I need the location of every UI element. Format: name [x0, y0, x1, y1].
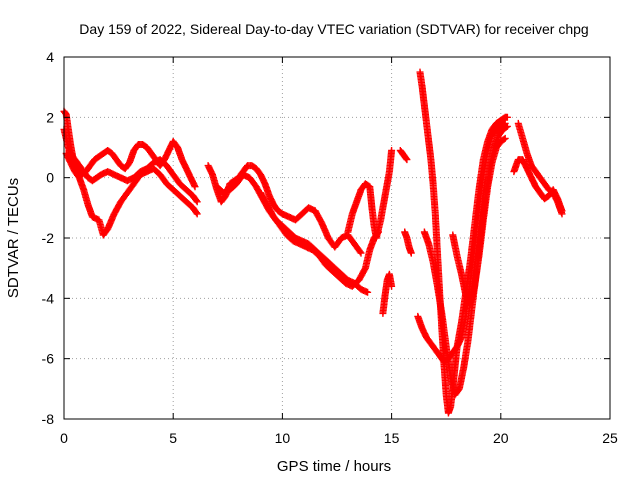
series-track-9	[396, 147, 411, 164]
series-track-10	[401, 228, 415, 257]
axis-ticks: 0 5 10 15 20 25 -8 -6 -4 -2 0 2 4	[42, 49, 618, 446]
data-point-marker	[192, 197, 200, 205]
data-point-marker	[388, 282, 396, 290]
data-point-marker	[388, 147, 396, 154]
y-tick-label: 0	[46, 170, 54, 186]
y-tick-label: -4	[42, 290, 55, 306]
series-track-8	[379, 270, 396, 317]
series-track-4	[204, 162, 365, 257]
data-points	[60, 68, 566, 417]
x-axis-title: GPS time / hours	[277, 458, 391, 475]
data-point-marker	[193, 210, 201, 218]
series-track-3	[62, 150, 201, 239]
y-tick-label: -8	[42, 411, 55, 427]
y-tick-label: 4	[46, 49, 54, 65]
series-track-16	[510, 156, 566, 215]
data-point-marker	[192, 209, 200, 217]
x-tick-label: 0	[60, 430, 68, 446]
data-point-marker	[356, 248, 364, 256]
y-tick-label: 2	[46, 109, 54, 125]
grid	[64, 57, 610, 419]
data-point-marker	[558, 207, 566, 215]
data-point-marker	[403, 156, 411, 164]
y-tick-label: -6	[42, 351, 55, 367]
data-point-marker	[407, 249, 415, 257]
data-point-marker	[364, 288, 372, 296]
x-tick-label: 15	[384, 430, 400, 446]
series-track-7	[344, 147, 396, 242]
series-track-6	[257, 189, 382, 290]
data-point-marker	[503, 113, 511, 121]
y-tick-label: -2	[42, 230, 55, 246]
y-axis-title: SDTVAR / TECUs	[5, 178, 22, 298]
x-tick-label: 10	[275, 430, 291, 446]
x-tick-label: 20	[493, 430, 509, 446]
data-point-marker	[193, 198, 201, 206]
x-tick-label: 5	[169, 430, 177, 446]
data-point-marker	[191, 183, 199, 191]
series-track-14	[449, 134, 509, 308]
data-point-marker	[503, 122, 511, 130]
x-tick-label: 25	[602, 430, 618, 446]
data-point-marker	[500, 135, 508, 143]
data-point-marker	[357, 249, 365, 257]
chart-title: Day 159 of 2022, Sidereal Day-to-day VTE…	[79, 21, 588, 37]
data-point-marker	[501, 134, 509, 142]
